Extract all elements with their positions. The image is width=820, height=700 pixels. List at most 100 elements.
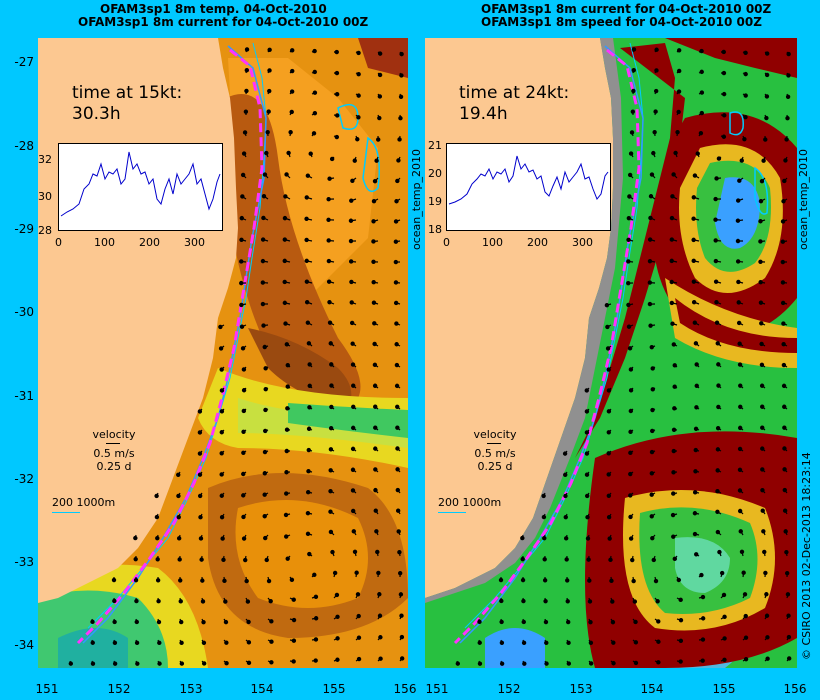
left-inset-ytick: 28 [38,224,52,237]
current-vector-head [201,640,207,645]
current-vector-head [721,592,727,598]
current-vector-head [631,47,637,52]
current-vector-head [786,634,792,640]
current-vector-head [378,656,383,661]
current-vector-head [304,300,310,305]
current-vector-head [112,619,117,625]
current-vector-head [737,178,742,183]
right-title-line2: OFAM3sp1 8m speed for 04-Oct-2010 00Z [481,15,762,29]
lon-tick: 155 [712,682,736,696]
current-vector-head [588,640,594,646]
current-vector-head [716,156,722,161]
current-vector-head [260,258,266,264]
current-vector-head [649,172,655,177]
current-vector-head [676,89,682,94]
current-vector-head [373,508,378,513]
current-vector-head [760,487,765,493]
current-vector-head [715,529,721,535]
current-vector-head [154,514,160,520]
current-vector-head [650,428,655,434]
current-vector-head [394,383,400,389]
current-vector-head [606,514,612,520]
current-vector-head [394,362,400,368]
current-vector-head [330,549,335,555]
current-vector-head [722,614,727,620]
current-vector-head [326,279,332,284]
credit-label: © CSIRO 2013 02-Dec-2013 18:23:14 [800,452,813,660]
current-vector-head [676,48,682,53]
left-inset-timeseries [58,143,223,231]
current-vector-head [738,404,743,409]
current-vector-head [246,619,251,625]
left-inset-xtick: 300 [184,236,205,249]
current-vector-head [306,341,312,346]
current-vector-head [269,660,274,665]
current-vector-head [604,303,610,308]
current-vector-head [244,68,250,73]
current-vector-head [627,346,633,351]
left-title-line1: OFAM3sp1 8m temp. 04-Oct-2010 [100,2,327,16]
current-vector-head [626,280,631,286]
right-inset-ytick: 20 [428,167,442,180]
current-vector-head [397,570,403,576]
lon-tick: 156 [783,682,807,696]
current-vector-head [780,300,786,306]
current-vector-head [785,115,790,121]
current-vector-head [780,259,786,265]
current-vector-head [356,71,361,77]
current-vector-head [286,150,291,156]
current-vector-head [584,409,590,414]
current-vector-head [764,115,769,121]
current-vector-head [283,534,289,539]
current-vector-head [499,661,505,666]
current-vector-head [243,557,248,563]
current-vector-head [243,109,249,114]
current-vector-head [765,51,770,56]
current-vector-head [197,451,203,456]
current-vector-head [219,388,225,393]
current-vector-head [285,556,290,561]
current-vector-head [678,638,684,643]
current-vector-head [633,640,639,645]
current-vector-head [499,619,504,625]
current-vector-head [743,635,749,640]
current-vector-head [351,508,356,514]
current-vector-head [393,239,399,244]
current-vector-head [606,451,611,456]
current-vector-head [477,640,482,645]
current-vector-head [715,426,721,431]
current-vector-head [262,492,267,497]
current-vector-head [393,280,399,285]
current-vector-head [648,194,654,199]
current-vector-head [350,425,356,431]
current-vectors [455,47,792,666]
current-vector-head [763,137,768,142]
current-vector-head [328,509,333,514]
current-vector-head [90,640,95,645]
current-vector-head [244,47,250,52]
current-vector-head [264,150,269,156]
lon-tick: 156 [393,682,417,696]
lon-tick: 155 [322,682,346,696]
current-vector-head [263,366,268,371]
current-vector-head [694,552,699,557]
current-vector-head [735,218,741,223]
current-vector-head [743,71,748,77]
current-vector-head [588,619,593,625]
current-vector-head [715,447,721,452]
current-vector-head [241,388,247,393]
current-vector-head [265,129,270,135]
current-vector-head [671,342,677,347]
current-vector-head [306,426,312,431]
current-vector-head [285,384,290,389]
current-vector-head [264,557,269,563]
current-vector-head [764,72,770,78]
current-vector-head [693,341,699,346]
current-vector-head [348,218,354,223]
current-vector-head [693,447,698,453]
current-vector-head [312,111,318,116]
current-vector-head [282,279,287,285]
current-vector-head [563,493,568,499]
current-vector-head [586,557,591,562]
current-vector-head [721,134,727,139]
